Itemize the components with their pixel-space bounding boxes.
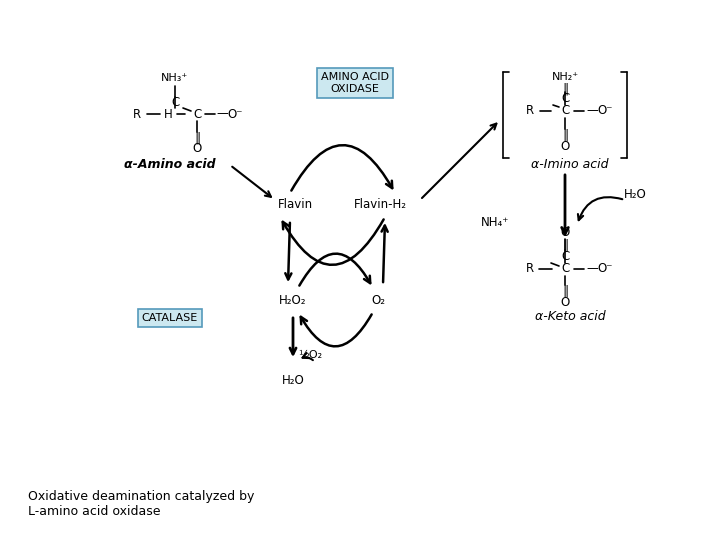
- Text: O₂: O₂: [371, 294, 385, 307]
- Text: ‖: ‖: [562, 239, 568, 252]
- Text: C: C: [561, 105, 569, 118]
- Text: R: R: [526, 105, 534, 118]
- Text: ‖: ‖: [194, 132, 200, 145]
- Text: C: C: [171, 96, 179, 109]
- Text: O⁻: O⁻: [598, 262, 613, 275]
- Text: ‖: ‖: [562, 83, 568, 96]
- Text: —: —: [586, 105, 598, 118]
- Text: α-Imino acid: α-Imino acid: [531, 158, 608, 171]
- Text: C: C: [561, 251, 569, 264]
- Text: NH₂⁺: NH₂⁺: [552, 72, 579, 82]
- Text: α-Amino acid: α-Amino acid: [124, 159, 216, 172]
- Text: O⁻: O⁻: [598, 105, 613, 118]
- Text: AMINO ACID
OXIDASE: AMINO ACID OXIDASE: [321, 72, 389, 94]
- Text: O: O: [560, 139, 570, 152]
- Text: CATALASE: CATALASE: [142, 313, 198, 323]
- Text: ½O₂: ½O₂: [298, 350, 322, 360]
- Text: R: R: [526, 262, 534, 275]
- Text: R: R: [133, 107, 141, 120]
- Text: O: O: [560, 226, 570, 240]
- Text: H₂O: H₂O: [282, 374, 305, 387]
- Text: NH₃⁺: NH₃⁺: [161, 73, 189, 83]
- Text: Flavin: Flavin: [277, 199, 312, 212]
- Text: O: O: [192, 143, 202, 156]
- Text: C: C: [193, 107, 201, 120]
- Text: O: O: [560, 295, 570, 308]
- Text: NH₄⁺: NH₄⁺: [481, 215, 509, 228]
- Text: O⁻: O⁻: [228, 107, 243, 120]
- Text: —: —: [216, 107, 228, 120]
- Text: Oxidative deamination catalyzed by
L-amino acid oxidase: Oxidative deamination catalyzed by L-ami…: [28, 490, 254, 518]
- Text: —: —: [586, 262, 598, 275]
- Text: H: H: [163, 107, 172, 120]
- Text: C: C: [561, 92, 569, 105]
- Text: ‖: ‖: [562, 285, 568, 298]
- Text: ‖: ‖: [562, 129, 568, 141]
- Text: H₂O₂: H₂O₂: [279, 294, 307, 307]
- Text: Flavin-H₂: Flavin-H₂: [354, 199, 407, 212]
- Text: C: C: [561, 262, 569, 275]
- Text: H₂O: H₂O: [624, 188, 647, 201]
- Text: α-Keto acid: α-Keto acid: [535, 310, 606, 323]
